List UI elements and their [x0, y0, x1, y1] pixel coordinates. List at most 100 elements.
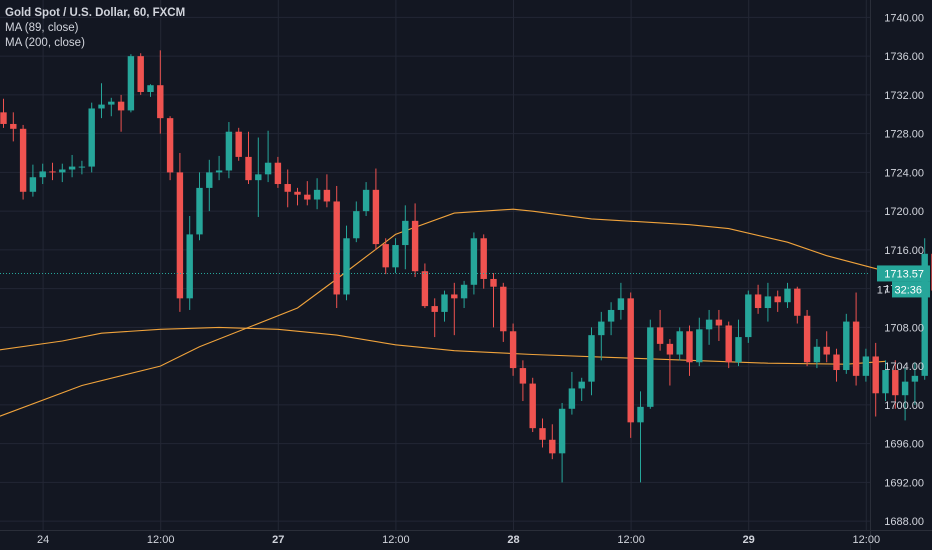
- candle-up: [29, 177, 37, 192]
- candle-down: [245, 156, 252, 181]
- candle-up: [901, 381, 909, 396]
- candle-down: [529, 383, 536, 429]
- symbol-title: Gold Spot / U.S. Dollar, 60, FXCM: [5, 7, 186, 19]
- candle-down: [715, 319, 723, 326]
- candle-up: [705, 319, 713, 330]
- last-price-badge: [877, 265, 930, 282]
- candle-up: [255, 174, 262, 181]
- candle-down: [803, 315, 811, 363]
- candle-down: [656, 327, 664, 344]
- price-tick-label: 1692.00: [884, 477, 924, 489]
- candle-down: [833, 354, 840, 371]
- candle-up: [353, 211, 360, 239]
- candle-down: [323, 189, 331, 202]
- candle-down: [382, 244, 389, 268]
- candle-up: [568, 388, 576, 409]
- candle-up: [882, 370, 889, 394]
- chart-legend: Gold Spot / U.S. Dollar, 60, FXCM MA (89…: [5, 6, 185, 51]
- candle-down: [539, 428, 546, 440]
- candle-up: [578, 381, 585, 389]
- candle-up: [225, 131, 233, 171]
- price-tick-partial: 17: [877, 284, 889, 296]
- candle-down: [686, 331, 693, 363]
- candle-up: [784, 288, 791, 303]
- candle-down: [872, 356, 879, 394]
- candle-down: [519, 368, 527, 384]
- price-tick-label: 1708.00: [884, 322, 924, 334]
- price-tick-label: 1688.00: [884, 516, 924, 528]
- time-tick-label: 12:00: [617, 534, 645, 546]
- candle-down: [333, 201, 340, 295]
- candle-up: [607, 309, 615, 322]
- time-tick-label: 12:00: [147, 534, 175, 546]
- candle-down: [10, 123, 17, 129]
- candle-down: [157, 85, 164, 119]
- candle-up: [98, 104, 105, 109]
- candle-down: [627, 298, 634, 423]
- candle-up: [617, 298, 625, 310]
- price-tick-label: 1736.00: [884, 51, 924, 63]
- time-tick-label: 29: [743, 534, 755, 546]
- candle-up: [88, 108, 95, 167]
- candle-up: [735, 337, 742, 363]
- candle-up: [843, 321, 850, 371]
- candle-up: [402, 220, 409, 246]
- candle-up: [470, 238, 478, 285]
- candle-down: [304, 194, 311, 200]
- candle-down: [549, 439, 556, 454]
- candle-down: [725, 325, 732, 363]
- candle-down: [19, 128, 27, 192]
- candle-up: [588, 335, 595, 382]
- candle-up: [68, 166, 76, 170]
- price-tick-label: 1740.00: [884, 12, 924, 24]
- time-tick-label: 27: [272, 534, 284, 546]
- candle-down: [500, 286, 507, 332]
- candle-up: [362, 189, 370, 212]
- candle-down: [823, 346, 830, 355]
- candle-up: [441, 294, 448, 312]
- candle-down: [176, 172, 184, 299]
- candle-down: [774, 296, 781, 303]
- candle-down: [411, 220, 419, 272]
- candle-down: [166, 118, 174, 173]
- countdown-value: 32:36: [894, 284, 922, 296]
- candle-down: [754, 294, 762, 309]
- candle-up: [921, 253, 928, 376]
- price-tick-label: 1720.00: [884, 206, 924, 218]
- candle-up: [911, 375, 919, 382]
- ma-200-line: [0, 326, 886, 365]
- price-tick-label: 1696.00: [884, 439, 924, 451]
- candle-down: [852, 321, 860, 376]
- countdown-badge: [892, 281, 930, 298]
- candle-down: [284, 184, 291, 192]
- candle-up: [460, 284, 468, 299]
- time-tick-label: 28: [507, 534, 519, 546]
- price-tick-label: 1724.00: [884, 167, 924, 179]
- candle-up: [862, 356, 870, 376]
- candle-up: [764, 296, 772, 309]
- candle-up: [745, 294, 752, 338]
- candle-down: [892, 370, 899, 396]
- candle-down: [0, 112, 7, 124]
- candle-up: [343, 238, 350, 295]
- candle-down: [235, 131, 242, 157]
- price-tick-label: 1716.00: [884, 245, 924, 257]
- candle-down: [666, 343, 674, 355]
- price-tick-label: 1732.00: [884, 90, 924, 102]
- candle-down: [451, 294, 458, 299]
- candle-up: [196, 187, 203, 235]
- ma-200-label: MA (200, close): [5, 37, 85, 49]
- candle-up: [147, 85, 154, 92]
- candle-down: [490, 278, 497, 287]
- candle-up: [59, 169, 66, 173]
- ma-89-label: MA (89, close): [5, 22, 79, 34]
- candle-up: [696, 329, 703, 363]
- ma-89-line: [0, 208, 925, 417]
- candle-up: [186, 234, 193, 299]
- candle-up: [108, 101, 115, 105]
- time-tick-label: 24: [37, 534, 49, 546]
- candle-down: [49, 171, 56, 173]
- price-tick-label: 1704.00: [884, 361, 924, 373]
- candle-down: [294, 191, 301, 195]
